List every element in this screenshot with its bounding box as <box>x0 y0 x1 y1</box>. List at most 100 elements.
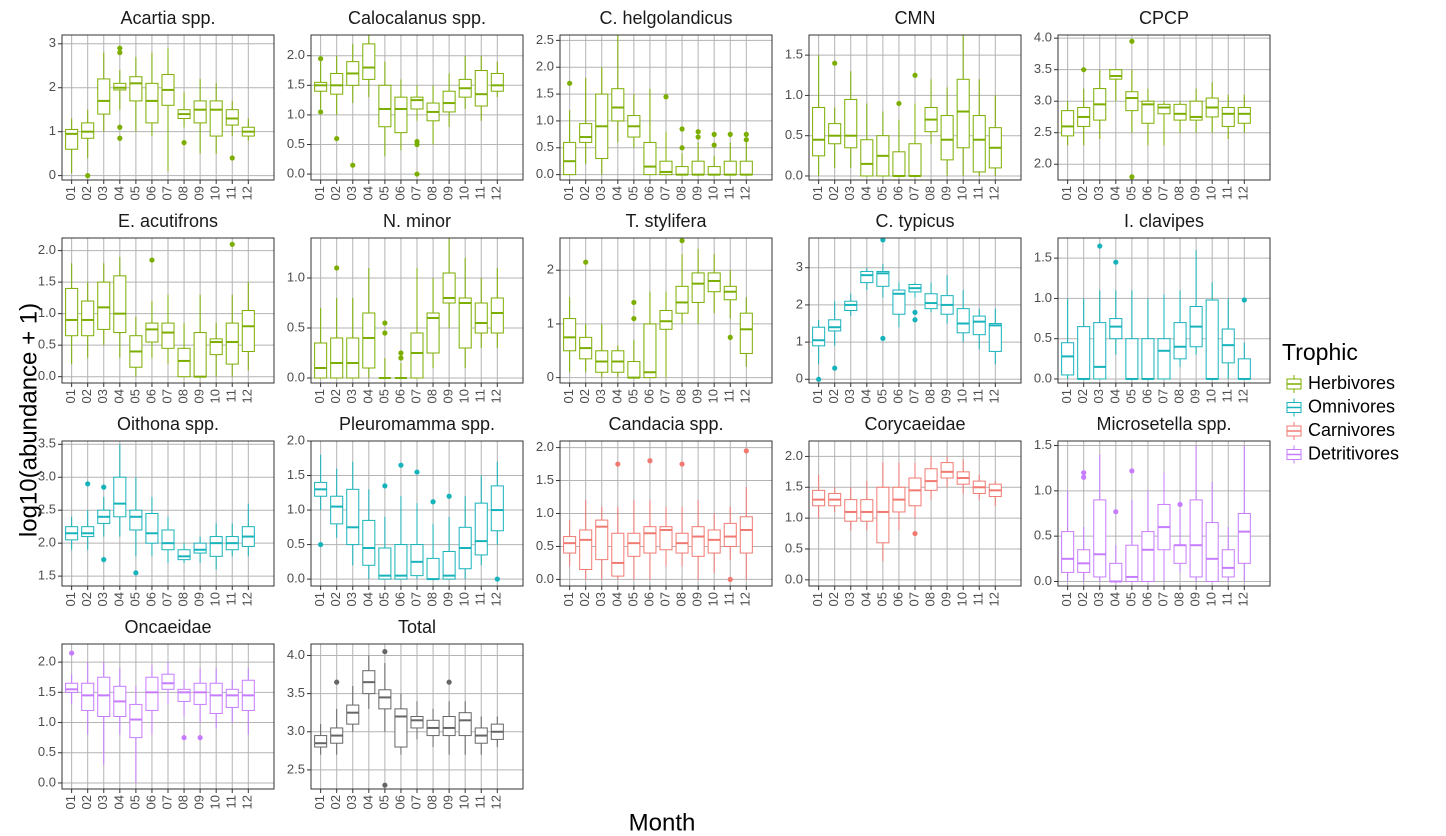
outlier <box>912 72 918 78</box>
y-tick-label: 0.0 <box>785 167 803 182</box>
y-tick-label: 2.0 <box>1034 156 1052 171</box>
box <box>145 82 159 124</box>
panel-title: N. minor <box>383 211 451 231</box>
x-tick-label: 02 <box>826 186 841 200</box>
x-tick-label: 01 <box>810 592 825 606</box>
x-tick-label: 04 <box>111 389 126 403</box>
x-tick-label: 08 <box>424 186 439 200</box>
box <box>161 673 175 690</box>
y-tick-label: 1 <box>796 334 803 349</box>
panel-title: T. stylifera <box>625 211 707 231</box>
box <box>442 90 456 113</box>
outlier <box>583 259 589 265</box>
x-tick-label: 12 <box>489 186 504 200</box>
x-tick-label: 07 <box>657 389 672 403</box>
x-tick-label: 09 <box>192 795 207 809</box>
box <box>410 96 424 110</box>
x-tick-label: 06 <box>641 592 656 606</box>
x-tick-label: 05 <box>376 592 391 606</box>
x-tick-label: 06 <box>392 795 407 809</box>
box <box>1157 338 1171 380</box>
box <box>81 122 95 139</box>
panel-title: Total <box>398 617 436 637</box>
box <box>490 485 504 532</box>
x-tick-label: 11 <box>224 592 239 606</box>
box <box>988 323 1002 352</box>
x-tick-label: 10 <box>1204 389 1219 403</box>
outlier <box>711 131 717 137</box>
box <box>394 96 408 134</box>
x-tick-label: 10 <box>706 592 721 606</box>
y-tick-label: 2.0 <box>536 59 554 74</box>
outlier <box>912 530 918 537</box>
box <box>739 516 753 554</box>
x-tick-label: 01 <box>561 389 576 403</box>
x-tick-label: 12 <box>987 592 1002 606</box>
x-tick-label: 03 <box>344 186 359 200</box>
x-tick-label: 03 <box>95 186 110 200</box>
x-tick-label: 08 <box>1171 389 1186 403</box>
x-tick-label: 08 <box>175 389 190 403</box>
x-tick-label: 10 <box>955 389 970 403</box>
x-tick-label: 02 <box>1075 592 1090 606</box>
outlier <box>149 257 155 263</box>
box <box>956 78 970 149</box>
x-tick-label: 12 <box>987 186 1002 200</box>
x-tick-label: 04 <box>1107 389 1122 403</box>
box <box>627 532 641 557</box>
x-tick-label: 04 <box>858 389 873 403</box>
x-tick-label: 01 <box>1059 186 1074 200</box>
box <box>442 716 456 737</box>
outlier <box>832 60 838 66</box>
outlier <box>832 365 838 371</box>
box <box>193 682 207 705</box>
panel-border <box>1057 34 1271 181</box>
x-tick-label: 10 <box>706 186 721 200</box>
box <box>1141 100 1155 124</box>
box <box>193 100 207 124</box>
x-tick-label: 01 <box>1059 592 1074 606</box>
x-tick-label: 02 <box>328 186 343 200</box>
outlier <box>1129 468 1135 474</box>
x-tick-label: 07 <box>657 186 672 200</box>
x-tick-label: 07 <box>906 389 921 403</box>
x-tick-label: 02 <box>577 186 592 200</box>
x-tick-label: 05 <box>127 186 142 200</box>
outlier <box>334 265 340 271</box>
y-tick-label: 0.0 <box>38 774 56 789</box>
box <box>723 522 737 547</box>
x-tick-label: 08 <box>922 389 937 403</box>
x-tick-label: 04 <box>360 389 375 403</box>
x-tick-label: 10 <box>706 389 721 403</box>
outlier <box>695 129 701 135</box>
box <box>563 536 577 554</box>
box <box>410 332 424 379</box>
y-tick-label: 1.5 <box>38 568 56 583</box>
box <box>330 72 344 95</box>
x-tick-label: 07 <box>408 795 423 809</box>
x-tick-label: 02 <box>79 389 94 403</box>
x-tick-label: 03 <box>95 389 110 403</box>
outlier <box>631 299 637 306</box>
box <box>707 529 721 554</box>
y-tick-label: 0.0 <box>287 369 305 384</box>
panel-title: Oithona spp. <box>117 414 219 434</box>
panel-title: Calocalanus spp. <box>348 8 486 28</box>
y-tick-label: 1.0 <box>287 501 305 516</box>
box <box>1189 499 1203 578</box>
x-tick-label: 11 <box>473 592 488 606</box>
outlier <box>695 134 701 140</box>
outlier <box>679 126 685 132</box>
outlier <box>816 376 822 382</box>
box <box>145 513 159 544</box>
box <box>563 318 577 352</box>
x-tick-label: 01 <box>312 795 327 809</box>
box <box>892 151 906 177</box>
box <box>739 312 753 354</box>
box <box>563 141 577 176</box>
y-tick-label: 3.0 <box>1034 93 1052 108</box>
panel-border <box>310 643 524 790</box>
box <box>1237 358 1251 380</box>
box <box>643 526 657 554</box>
